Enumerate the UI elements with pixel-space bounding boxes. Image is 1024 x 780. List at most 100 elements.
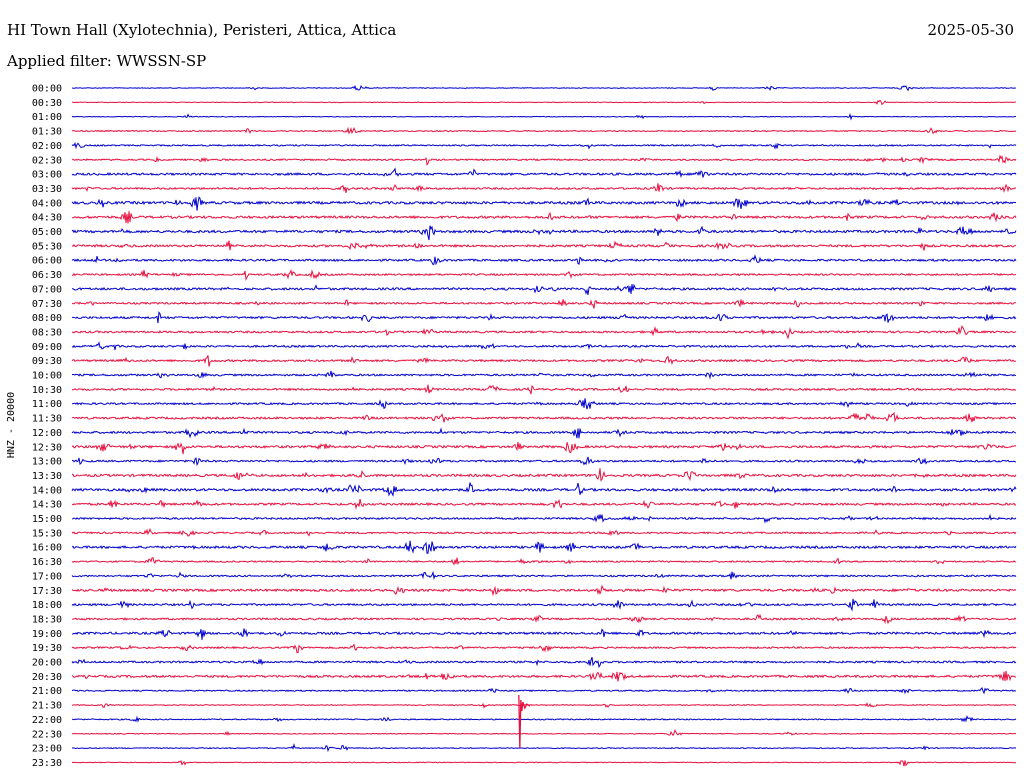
y-axis-label: HNZ - 20000 [6,392,17,458]
time-label: 17:00 [32,571,62,582]
time-label: 22:30 [32,729,62,740]
trace-0100 [71,112,1017,121]
trace-1330 [71,468,1017,482]
trace-0330 [71,183,1017,194]
time-label: 02:00 [32,141,62,152]
time-label: 08:00 [32,313,62,324]
trace-0730 [71,299,1017,309]
time-label: 00:30 [32,98,62,109]
trace-0000 [71,84,1017,92]
trace-2130 [71,702,1017,709]
trace-2330 [71,759,1017,767]
time-label: 16:30 [32,557,62,568]
time-label: 16:00 [32,543,62,554]
time-label: 05:30 [32,241,62,252]
trace-1000 [71,370,1017,380]
time-label: 11:00 [32,399,62,410]
plot-date: 2025-05-30 [927,21,1014,39]
trace-group [71,84,1017,767]
time-label: 21:30 [32,701,62,712]
trace-0200 [71,141,1017,150]
trace-0800 [71,311,1017,324]
time-label: 09:30 [32,356,62,367]
time-label: 05:00 [32,227,62,238]
time-label: 06:00 [32,256,62,267]
time-label: 00:00 [32,84,62,95]
time-label-group: 00:00 00:30 01:00 01:30 02:00 02:30 03:00 03:30… [32,84,62,769]
time-label: 07:30 [32,299,62,310]
time-label: 19:00 [32,629,62,640]
time-label: 04:00 [32,198,62,209]
trace-0700 [72,283,1017,295]
time-label: 09:00 [32,342,62,353]
trace-2230 [71,728,1017,737]
time-label: 18:30 [32,614,62,625]
trace-0900 [71,341,1017,351]
time-label: 01:30 [32,127,62,138]
trace-2000 [71,656,1017,669]
time-label: 04:30 [32,213,62,224]
time-label: 08:30 [32,327,62,338]
trace-0130 [71,126,1017,135]
trace-0400 [71,196,1017,211]
trace-1630 [71,557,1017,566]
time-label: 12:00 [32,428,62,439]
time-label: 14:00 [32,485,62,496]
trace-1400 [71,482,1017,497]
time-label: 03:00 [32,170,62,181]
time-label: 10:00 [32,371,62,382]
trace-1500 [71,513,1017,524]
trace-0630 [71,268,1017,282]
trace-1700 [71,570,1017,581]
trace-1230 [71,441,1017,455]
time-label: 20:00 [32,658,62,669]
trace-1600 [71,540,1017,554]
trace-0300 [71,167,1017,179]
time-label: 14:30 [32,500,62,511]
time-label: 21:00 [32,686,62,697]
trace-0500 [71,225,1017,241]
time-label: 13:30 [32,471,62,482]
trace-1930 [71,643,1017,654]
time-label: 06:30 [32,270,62,281]
trace-0430 [71,211,1017,224]
trace-1200 [71,427,1017,439]
event-spike [518,695,531,749]
time-label: 13:00 [32,457,62,468]
trace-2300 [71,743,1017,753]
time-label: 01:00 [32,112,62,123]
trace-0600 [71,254,1017,266]
applied-filter: Applied filter: WWSSN-SP [7,52,207,70]
trace-0930 [71,355,1017,367]
trace-1030 [71,384,1017,395]
trace-1300 [71,456,1017,466]
time-label: 12:30 [32,442,62,453]
trace-1530 [71,527,1017,537]
trace-1900 [71,628,1017,640]
trace-1100 [71,398,1017,410]
trace-1730 [71,584,1017,597]
trace-1800 [71,598,1017,612]
trace-0830 [71,325,1017,340]
trace-1130 [71,411,1017,423]
trace-0030 [71,99,1017,106]
trace-0530 [71,240,1017,251]
time-label: 17:30 [32,586,62,597]
time-label: 23:00 [32,744,62,755]
time-label: 10:30 [32,385,62,396]
time-label: 23:30 [32,758,62,769]
time-label: 02:30 [32,155,62,166]
time-label: 07:00 [32,284,62,295]
time-label: 18:00 [32,600,62,611]
trace-2030 [71,670,1017,682]
trace-0230 [71,154,1017,166]
trace-2100 [71,687,1017,695]
trace-2200 [71,715,1017,723]
time-label: 19:30 [32,643,62,654]
trace-1430 [71,498,1017,510]
time-label: 11:30 [32,414,62,425]
time-label: 22:00 [32,715,62,726]
time-label: 15:30 [32,528,62,539]
time-label: 15:00 [32,514,62,525]
